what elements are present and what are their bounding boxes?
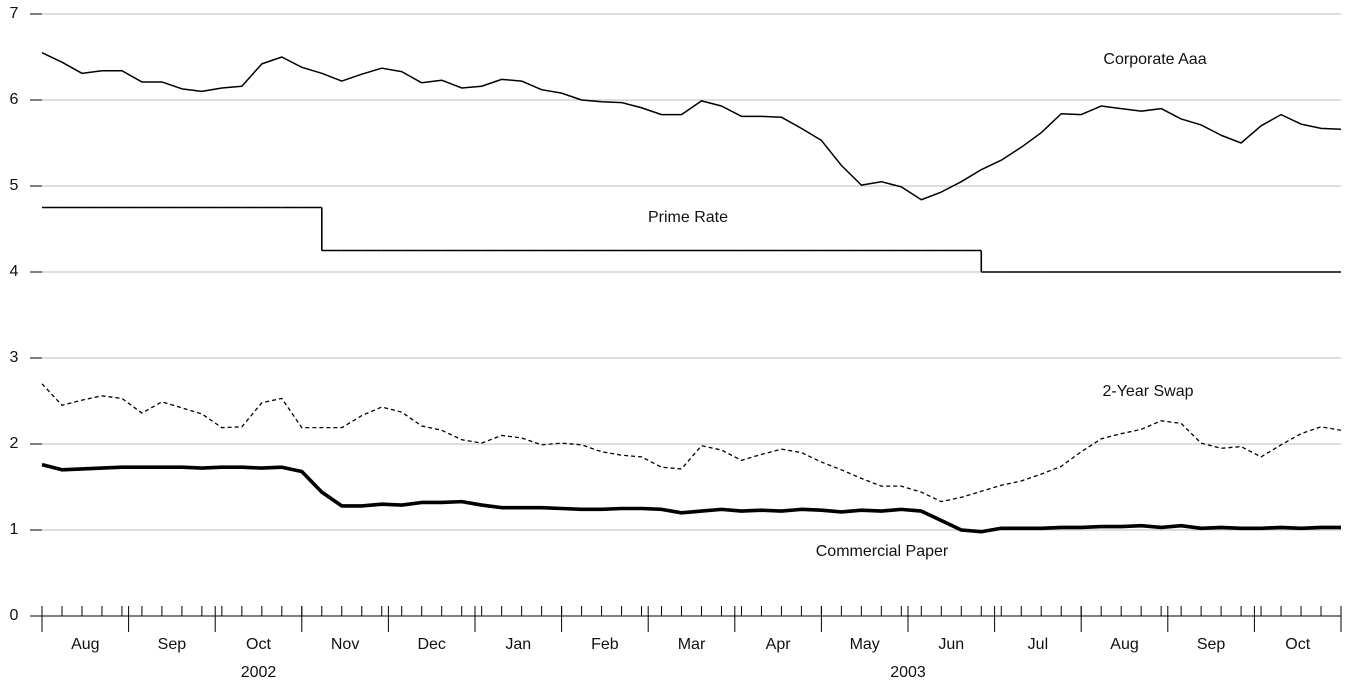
year-label: 2002 (241, 664, 277, 681)
x-tick-label: Apr (766, 636, 792, 653)
x-tick-label: Sep (1197, 636, 1226, 653)
year-label: 2003 (890, 664, 926, 681)
x-tick-label: Aug (1110, 636, 1138, 653)
x-tick-label: Jun (938, 636, 964, 653)
x-tick-label: May (850, 636, 880, 653)
y-tick-label: 1 (10, 521, 19, 538)
series-line (41, 383, 1342, 503)
series-label: Prime Rate (648, 209, 728, 226)
x-tick-label: Jan (505, 636, 531, 653)
y-tick-label: 7 (10, 5, 19, 22)
x-tick-label: Oct (246, 636, 271, 653)
x-tick-label: Aug (71, 636, 99, 653)
x-tick-label: Feb (591, 636, 619, 653)
x-tick-label: Jul (1028, 636, 1048, 653)
series-label: Corporate Aaa (1103, 51, 1206, 68)
y-tick-label: 3 (10, 349, 19, 366)
series-label: 2-Year Swap (1102, 383, 1193, 400)
y-tick-label: 5 (10, 177, 19, 194)
x-tick-label: Nov (331, 636, 359, 653)
y-tick-label: 2 (10, 435, 19, 452)
series-label: Commercial Paper (816, 543, 949, 560)
x-tick-label: Oct (1285, 636, 1310, 653)
x-tick-label: Dec (417, 636, 445, 653)
y-tick-label: 4 (10, 263, 19, 280)
y-tick-label: 6 (10, 91, 19, 108)
series-line (41, 52, 1342, 201)
series-line (41, 462, 1341, 534)
y-tick-label: 0 (10, 607, 19, 624)
x-tick-label: Sep (158, 636, 187, 653)
x-tick-label: Mar (678, 636, 706, 653)
